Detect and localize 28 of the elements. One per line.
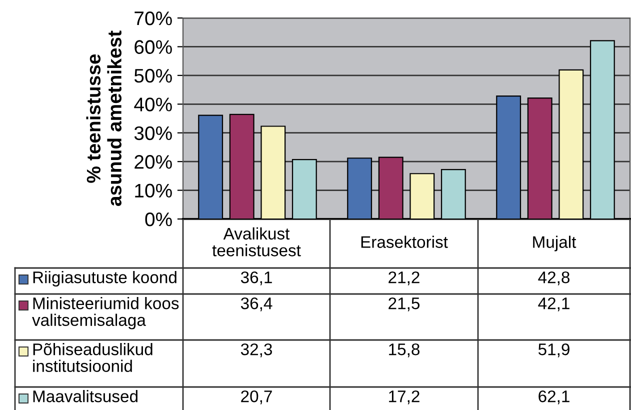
- y-tick-label: 60%: [134, 40, 172, 54]
- data-label: 36,4: [240, 297, 272, 312]
- data-label: 42,8: [538, 271, 570, 286]
- y-tick-label: 70%: [134, 11, 172, 26]
- y-tick-label: 50%: [134, 68, 172, 83]
- y-tick-label: 40%: [134, 98, 172, 112]
- y-tick-label: 30%: [134, 126, 172, 140]
- data-label: 21,5: [388, 297, 420, 312]
- legend-label: Riigiasutuste koond: [33, 271, 176, 287]
- x-tick-label: Avalikust teenistusest: [212, 227, 301, 256]
- y-tick-label: 20%: [134, 155, 172, 169]
- data-label: 17,2: [389, 390, 420, 404]
- data-label: 21,2: [388, 271, 420, 286]
- data-label: 32,3: [240, 343, 272, 358]
- y-tick-label: 10%: [135, 184, 172, 198]
- y-tick-label: 0%: [145, 212, 172, 226]
- data-label: 42,1: [538, 297, 570, 312]
- y-axis-title: % teenistusse asunud ametnikest: [86, 30, 122, 206]
- data-label: 51,9: [538, 343, 570, 358]
- data-label: 20,7: [241, 390, 272, 404]
- legend-label: Ministeeriumid koos valitsemisalaga: [32, 297, 179, 330]
- data-label: 15,8: [389, 343, 420, 358]
- x-tick-label: Mujalt: [533, 236, 576, 252]
- x-tick-label: Erasektorist: [361, 236, 448, 248]
- data-label: 62,1: [538, 390, 570, 404]
- data-label: 36,1: [240, 271, 272, 286]
- legend-label: Maavalitsused: [33, 390, 138, 402]
- legend-label: Põhiseaduslikud institutsioonid: [33, 343, 152, 372]
